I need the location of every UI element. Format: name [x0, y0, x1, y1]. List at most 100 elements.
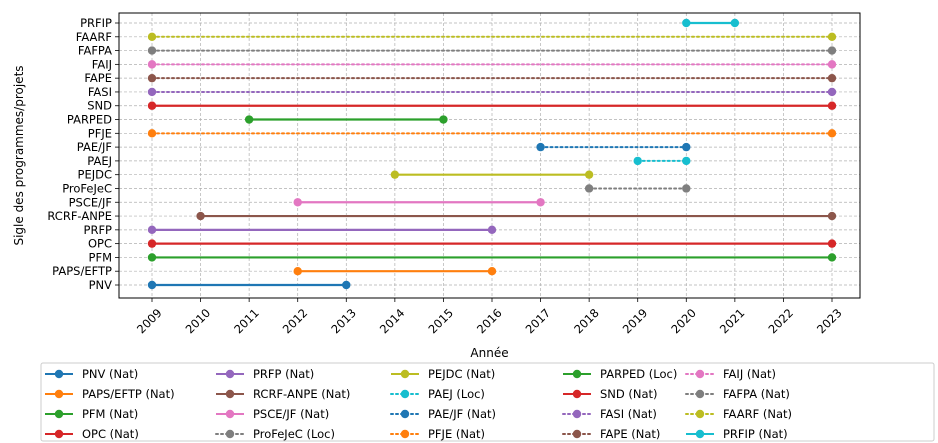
legend-item: FAPE (Nat)	[562, 427, 660, 441]
legend-label: PFM (Nat)	[82, 407, 138, 421]
series-parped-loc	[244, 115, 448, 124]
y-tick-label: PAPS/EFTP	[52, 264, 112, 278]
series-point	[439, 115, 448, 124]
series-pejdc-nat	[390, 170, 594, 179]
series-fafpa-nat	[147, 46, 837, 55]
series-point	[147, 239, 157, 248]
series-point	[827, 46, 837, 55]
legend-swatch-marker	[695, 409, 705, 419]
series-point	[827, 32, 837, 41]
legend-item: RCRF-ANPE (Nat)	[216, 387, 350, 401]
series-point	[633, 156, 642, 166]
x-tick-label: 2015	[425, 306, 456, 337]
x-tick-label: 2017	[523, 306, 554, 337]
series-fape-nat	[147, 73, 837, 83]
legend-label: FAIJ (Nat)	[723, 367, 776, 381]
series-pfje-nat	[147, 129, 837, 138]
y-axis-ticks: PNVPAPS/EFTPPFMOPCPRFPRCRF-ANPEPSCE/JFPr…	[47, 16, 119, 292]
series-point	[827, 73, 837, 83]
series-psce-jf-nat	[293, 198, 545, 207]
legend-item: FASI (Nat)	[562, 407, 657, 421]
series-point	[147, 73, 157, 83]
legend-swatch-marker	[695, 429, 705, 439]
x-tick-label: 2016	[474, 306, 505, 337]
legend-label: FASI (Nat)	[600, 407, 657, 421]
y-tick-label: FAFPA	[78, 44, 112, 58]
legend-swatch-marker	[225, 369, 235, 379]
y-tick-label: PFM	[89, 250, 112, 264]
legend-swatch-marker	[225, 409, 235, 419]
legend-label: PFJE (Nat)	[428, 427, 485, 441]
legend-label: SND (Nat)	[600, 387, 658, 401]
legend-swatch-marker	[54, 389, 64, 399]
legend-item: PRFP (Nat)	[216, 367, 314, 381]
legend-label: FAPE (Nat)	[600, 427, 660, 441]
series-point	[147, 280, 157, 290]
legend-frame	[40, 362, 935, 442]
legend-swatch-marker	[695, 369, 705, 379]
series-pae-jf-nat	[536, 142, 691, 152]
legend-swatch-marker	[572, 369, 582, 379]
legend-item: PARPED (Loc)	[563, 367, 677, 381]
y-tick-label: RCRF-ANPE	[47, 209, 112, 223]
series-point	[584, 184, 594, 193]
series-point	[682, 156, 691, 166]
series-point	[827, 129, 837, 138]
x-tick-label: 2010	[183, 306, 214, 337]
legend-label: PEJDC (Nat)	[428, 367, 495, 381]
series-point	[147, 129, 157, 138]
legend-item: PFM (Nat)	[45, 407, 138, 421]
series-point	[147, 87, 157, 97]
legend-item: ProFeJeC (Loc)	[215, 427, 335, 441]
legend-item: PNV (Nat)	[45, 367, 138, 381]
legend-swatch-marker	[695, 389, 705, 399]
legend-label: PRFIP (Nat)	[723, 427, 788, 441]
legend-label: PARPED (Loc)	[600, 367, 677, 381]
y-tick-label: PAEJ	[87, 154, 112, 168]
series-point	[147, 253, 157, 262]
y-tick-label: PSCE/JF	[69, 195, 112, 209]
x-tick-label: 2022	[765, 306, 796, 337]
y-tick-label: SND	[87, 99, 112, 113]
legend-label: RCRF-ANPE (Nat)	[253, 387, 350, 401]
legend-label: OPC (Nat)	[82, 427, 139, 441]
y-tick-label: OPC	[88, 237, 112, 251]
legend-swatch-marker	[400, 369, 410, 379]
legend: PNV (Nat) PAPS/EFTP (Nat) PFM (Nat) OPC (Na…	[40, 362, 935, 442]
x-tick-label: 2020	[668, 306, 699, 337]
legend-item: OPC (Nat)	[45, 427, 139, 441]
series-point	[682, 18, 691, 28]
legend-label: ProFeJeC (Loc)	[253, 427, 335, 441]
legend-swatch-marker	[225, 389, 235, 399]
series-prfp-nat	[147, 225, 497, 235]
series-point	[147, 46, 157, 55]
legend-swatch-marker	[54, 409, 64, 419]
series-point	[827, 101, 837, 110]
legend-swatch-marker	[572, 429, 582, 439]
legend-swatch-marker	[54, 369, 64, 379]
series-point	[293, 267, 302, 276]
series-point	[342, 280, 351, 290]
series-fasi-nat	[147, 87, 837, 97]
series-point	[536, 142, 545, 152]
legend-label: FAARF (Nat)	[723, 407, 792, 421]
legend-item: PSCE/JF (Nat)	[216, 407, 329, 421]
series-point	[147, 225, 157, 235]
x-tick-label: 2013	[328, 306, 359, 337]
legend-item: SND (Nat)	[563, 387, 658, 401]
y-tick-label: PRFIP	[80, 16, 112, 30]
x-tick-label: 2012	[280, 306, 311, 337]
x-tick-label: 2019	[620, 306, 651, 337]
series-profejec-loc	[584, 184, 691, 193]
x-axis-ticks: 2009 2010 2011 2012 2013 2014 2015 2016 2017 2018…	[134, 298, 845, 336]
y-tick-label: FAPE	[84, 71, 112, 85]
y-tick-label: PARPED	[67, 113, 112, 127]
series-point	[196, 211, 205, 221]
x-tick-label: 2023	[814, 306, 845, 337]
y-tick-label: PEJDC	[78, 168, 112, 182]
legend-swatch-marker	[54, 429, 64, 439]
y-axis-title: Sigle des programmes/projets	[12, 65, 26, 245]
x-axis-title: Année	[470, 346, 508, 360]
series-point	[293, 198, 302, 207]
